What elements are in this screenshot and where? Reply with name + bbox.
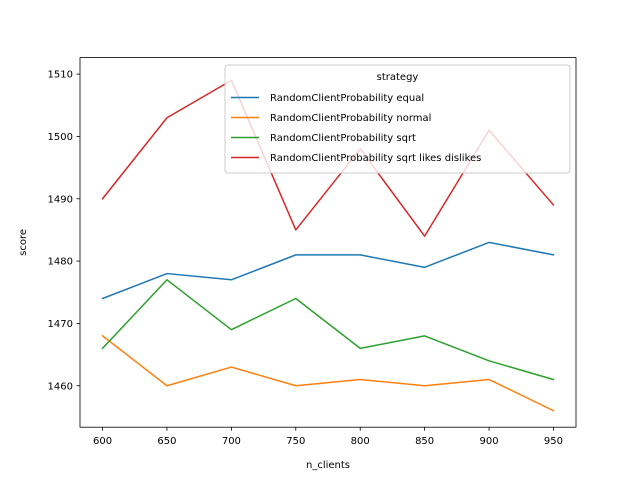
y-tick-label: 1510 — [48, 70, 73, 81]
legend-label: RandomClientProbability sqrt — [270, 133, 416, 144]
series-line-3 — [101, 279, 555, 381]
legend-box — [224, 64, 571, 174]
series-line-2 — [101, 334, 555, 412]
x-tick-label: 950 — [544, 436, 563, 447]
x-tick-label: 800 — [351, 436, 370, 447]
x-tick-label: 700 — [222, 436, 241, 447]
x-tick-label: 850 — [415, 436, 434, 447]
series-line-1 — [101, 241, 555, 300]
y-tick-label: 1480 — [48, 257, 73, 268]
y-axis-ticks: 1460 1470 1480 1490 1500 1510 — [48, 70, 80, 392]
x-axis-label: n_clients — [306, 460, 350, 471]
x-tick-label: 750 — [286, 436, 305, 447]
x-axis-ticks: 600 650 700 750 800 850 900 950 — [93, 427, 563, 447]
legend-label: RandomClientProbability normal — [270, 113, 431, 124]
x-tick-label: 900 — [479, 436, 498, 447]
plot-frame — [79, 57, 577, 428]
legend-label: RandomClientProbability equal — [270, 93, 424, 104]
y-axis-label: score — [18, 229, 29, 256]
legend-entries: RandomClientProbability equal RandomClien… — [231, 93, 481, 164]
x-tick-label: 600 — [93, 436, 112, 447]
y-tick-label: 1460 — [48, 381, 73, 392]
y-tick-label: 1490 — [48, 194, 73, 205]
x-tick-label: 650 — [157, 436, 176, 447]
y-tick-label: 1470 — [48, 319, 73, 330]
legend-label: RandomClientProbability sqrt likes disli… — [270, 153, 481, 164]
legend-title: strategy — [377, 72, 419, 83]
legend: strategy RandomClientProbability equalRa… — [224, 64, 571, 174]
y-tick-label: 1500 — [48, 132, 73, 143]
